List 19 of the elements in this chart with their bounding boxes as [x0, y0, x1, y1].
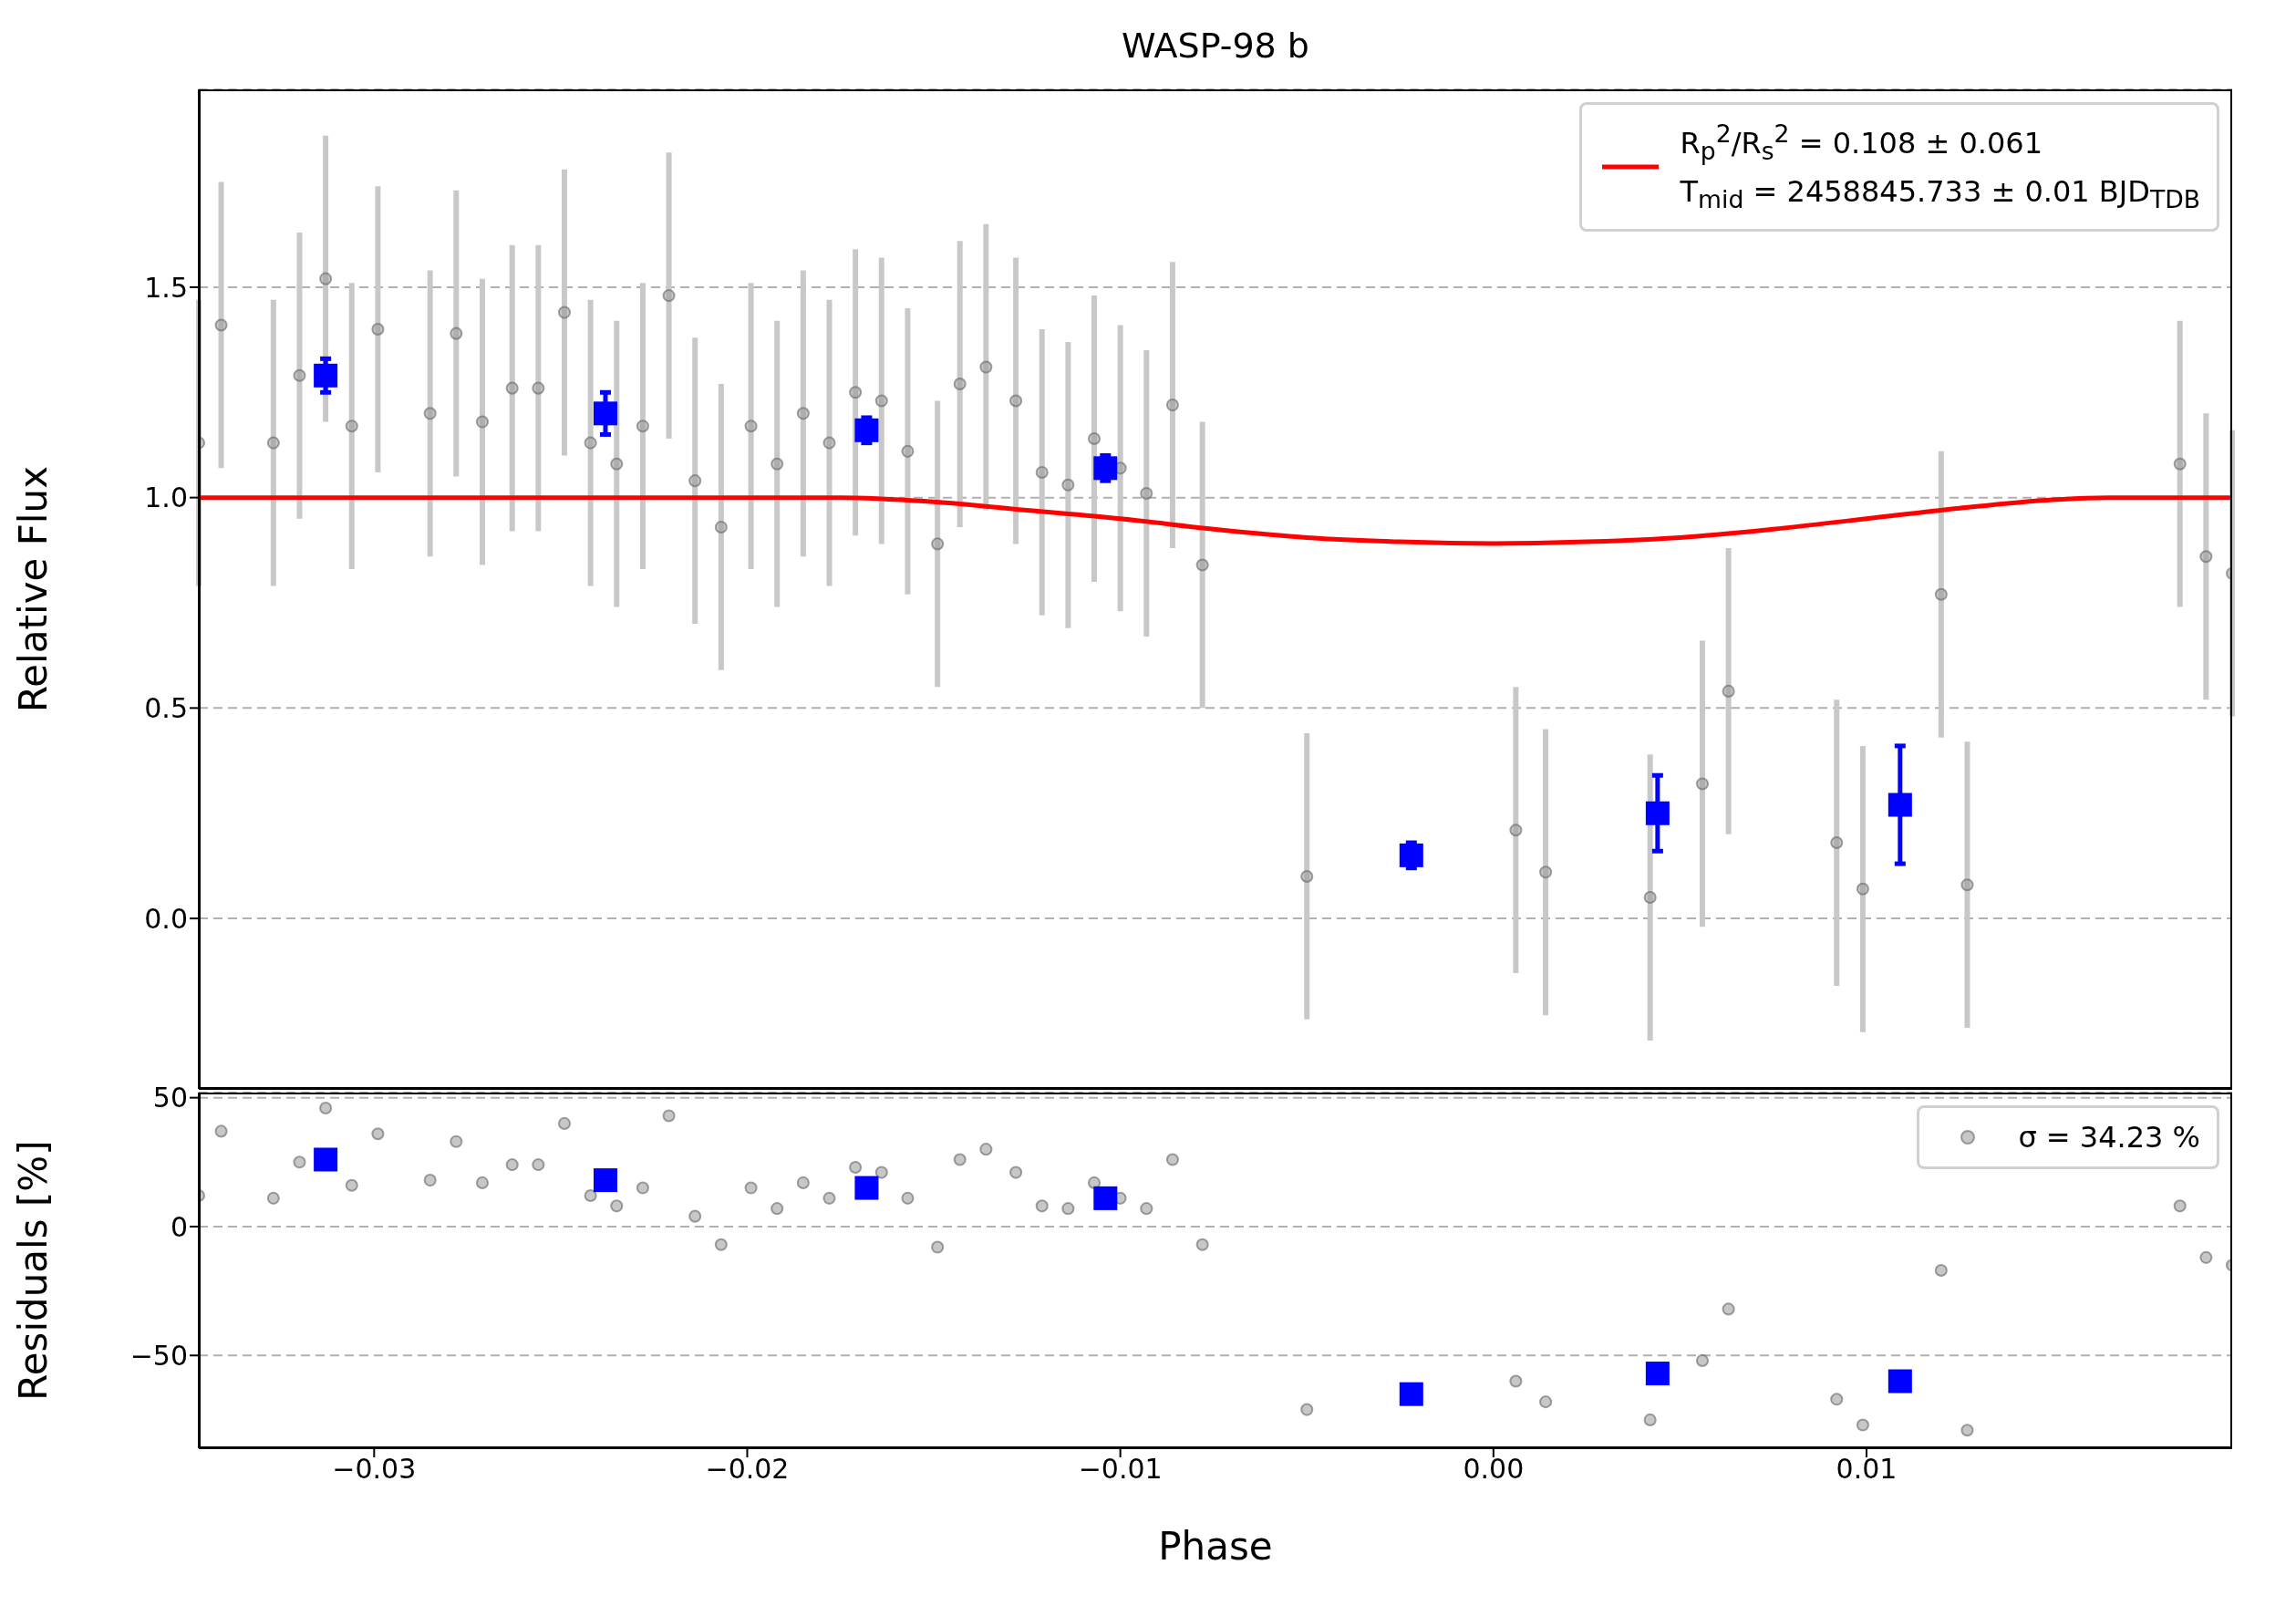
x-tick-label: −0.02 [705, 1453, 790, 1486]
y-tick-label: 0.0 [144, 902, 188, 935]
y-tick-label: 1.5 [144, 271, 188, 304]
legend-frame: σ = 34.23 % [1917, 1105, 2219, 1169]
y-tick-label: 1.0 [144, 482, 188, 514]
y-tick-label: 0 [170, 1210, 188, 1243]
legend-label: σ = 34.23 % [2018, 1119, 2200, 1156]
x-tick-label: −0.03 [332, 1453, 417, 1486]
chart-title: WASP-98 b [1121, 25, 1310, 67]
y-tick-label: 50 [152, 1082, 188, 1114]
y-axis-title: Relative Flux [10, 465, 56, 713]
y-tick-label: 0.5 [144, 692, 188, 725]
x-tick-label: 0.01 [1836, 1453, 1898, 1486]
x-axis-title: Phase [1158, 1524, 1273, 1569]
y-tick-label: −50 [129, 1339, 188, 1372]
x-tick-label: 0.00 [1463, 1453, 1525, 1486]
legend-frame: R$_{p}$$^{2}$/R$_{s}$$^{2}$ = 0.108 ± 0.061 T$_{mid}$ = 2458845.733 ± 0.01 BJD$_{TDB}$ [1578, 102, 2219, 233]
x-tick-label: −0.01 [1078, 1453, 1163, 1486]
y-axis-title: Residuals [%] [10, 1140, 56, 1401]
